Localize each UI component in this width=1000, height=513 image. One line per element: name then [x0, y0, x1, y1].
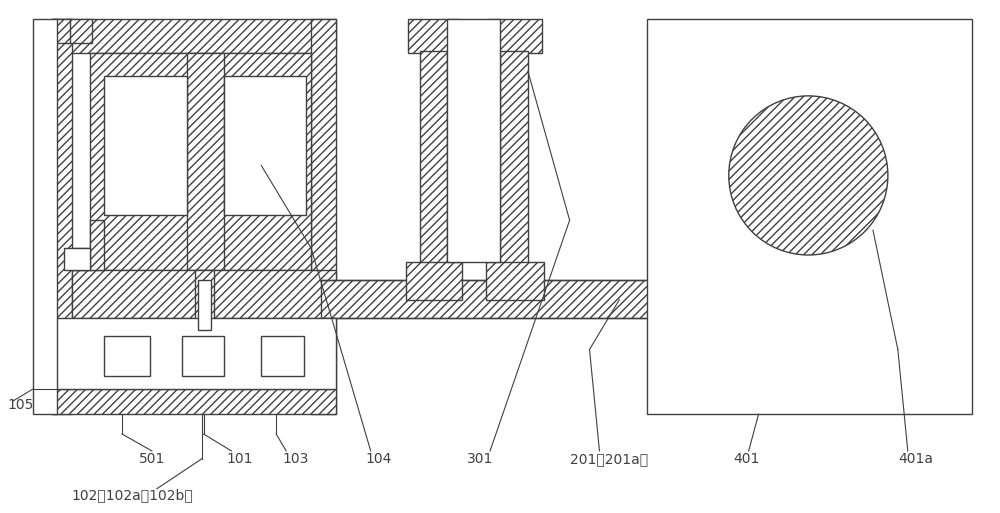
Bar: [311, 19, 336, 414]
Text: 103: 103: [283, 452, 309, 466]
Text: 102（102a、102b）: 102（102a、102b）: [71, 489, 193, 503]
Bar: [249, 329, 316, 382]
Bar: [198, 280, 211, 329]
Bar: [104, 336, 150, 377]
Bar: [104, 76, 187, 215]
Bar: [52, 318, 336, 389]
Bar: [90, 53, 311, 270]
Bar: [406, 262, 462, 300]
Text: 401a: 401a: [898, 452, 933, 466]
Bar: [486, 262, 544, 300]
Bar: [52, 19, 70, 43]
Bar: [420, 51, 447, 280]
Bar: [447, 19, 500, 262]
Bar: [170, 329, 236, 382]
Bar: [261, 336, 304, 377]
Bar: [52, 19, 72, 414]
Bar: [500, 51, 528, 280]
Bar: [52, 389, 336, 414]
Text: 105: 105: [8, 398, 34, 412]
Bar: [92, 329, 162, 382]
Bar: [90, 220, 104, 270]
Bar: [647, 19, 972, 414]
Text: 201（201a）: 201（201a）: [570, 452, 648, 466]
Text: 401: 401: [733, 452, 760, 466]
Bar: [224, 76, 306, 215]
Bar: [72, 248, 90, 270]
Bar: [408, 19, 460, 53]
Bar: [72, 270, 336, 318]
Text: 501: 501: [139, 452, 165, 466]
Bar: [195, 270, 214, 334]
Bar: [488, 19, 542, 53]
Bar: [64, 248, 90, 270]
Text: 301: 301: [467, 452, 493, 466]
Text: 101: 101: [226, 452, 253, 466]
Bar: [67, 19, 92, 43]
Bar: [52, 19, 336, 53]
Bar: [321, 280, 967, 318]
Text: 104: 104: [365, 452, 392, 466]
Bar: [33, 19, 57, 414]
Bar: [182, 336, 224, 377]
Circle shape: [729, 96, 888, 255]
Bar: [187, 53, 224, 270]
